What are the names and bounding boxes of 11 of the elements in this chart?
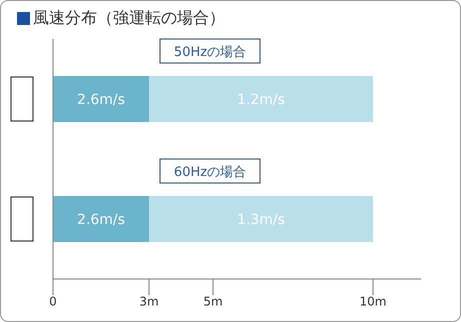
x-tick-label: 3m [139, 294, 159, 309]
annotation: 1.2m/s [237, 92, 285, 108]
x-tick-label: 5m [203, 294, 223, 309]
x-tick-label: 0 [49, 294, 57, 309]
annotation: 1.3m/s [237, 212, 285, 228]
annotation: 2.6m/s [77, 92, 125, 108]
chart-title: 風速分布（強運転の場合） [33, 8, 225, 28]
y-tick-label: 50Hzの場合 [174, 45, 246, 60]
x-tick-label: 10m [360, 294, 386, 309]
y-tick-label: 60Hzの場合 [174, 165, 246, 180]
annotation: 2.6m/s [77, 212, 125, 228]
